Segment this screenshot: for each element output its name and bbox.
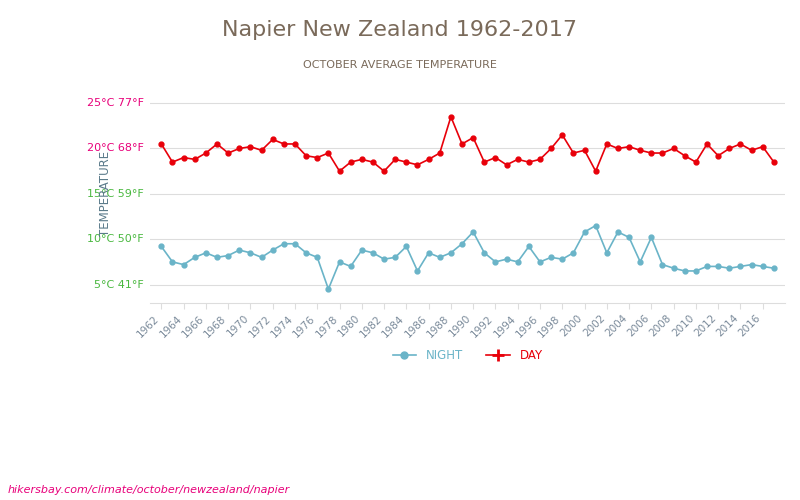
Legend: NIGHT, DAY: NIGHT, DAY — [388, 344, 547, 366]
Text: 20°C 68°F: 20°C 68°F — [87, 144, 144, 154]
Text: Napier New Zealand 1962-2017: Napier New Zealand 1962-2017 — [222, 20, 578, 40]
Text: TEMPERATURE: TEMPERATURE — [99, 152, 112, 236]
Text: OCTOBER AVERAGE TEMPERATURE: OCTOBER AVERAGE TEMPERATURE — [303, 60, 497, 70]
Text: 5°C 41°F: 5°C 41°F — [94, 280, 144, 289]
Text: 25°C 77°F: 25°C 77°F — [87, 98, 144, 108]
Text: 15°C 59°F: 15°C 59°F — [87, 189, 144, 199]
Text: 10°C 50°F: 10°C 50°F — [87, 234, 144, 244]
Text: hikersbay.com/climate/october/newzealand/napier: hikersbay.com/climate/october/newzealand… — [8, 485, 290, 495]
